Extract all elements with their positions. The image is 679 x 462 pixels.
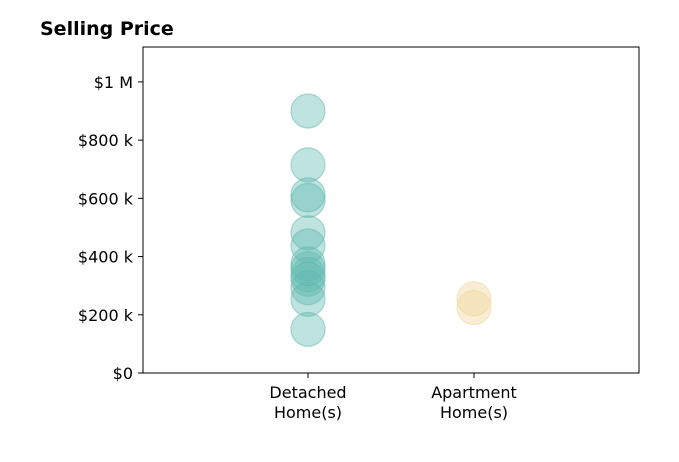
x-tick-label: Detached Home(s) — [269, 383, 346, 422]
data-point — [290, 93, 326, 129]
x-axis: Detached Home(s) Apartment Home(s) — [269, 373, 517, 422]
y-tick-label: $1 M — [94, 73, 133, 92]
y-tick-label: $800 k — [78, 131, 134, 150]
y-tick-label: $600 k — [78, 189, 134, 208]
data-point — [290, 257, 326, 293]
y-tick-label: $400 k — [78, 248, 134, 267]
plot-frame — [142, 46, 640, 374]
data-point — [290, 311, 326, 347]
data-point — [290, 261, 326, 297]
data-points — [290, 93, 492, 347]
data-point — [290, 177, 326, 213]
data-point — [456, 281, 492, 317]
data-point — [290, 281, 326, 317]
data-point — [290, 147, 326, 183]
data-point — [290, 215, 326, 251]
data-point — [290, 270, 326, 306]
data-point — [456, 289, 492, 326]
data-point — [290, 182, 326, 218]
y-tick-label: $200 k — [78, 306, 134, 325]
x-tick-label: Apartment Home(s) — [431, 383, 517, 422]
y-tick-label: $0 — [113, 364, 133, 383]
y-axis: $0 $200 k $400 k $600 k $800 k $1 M — [78, 73, 143, 383]
chart-title: Selling Price — [40, 18, 174, 40]
